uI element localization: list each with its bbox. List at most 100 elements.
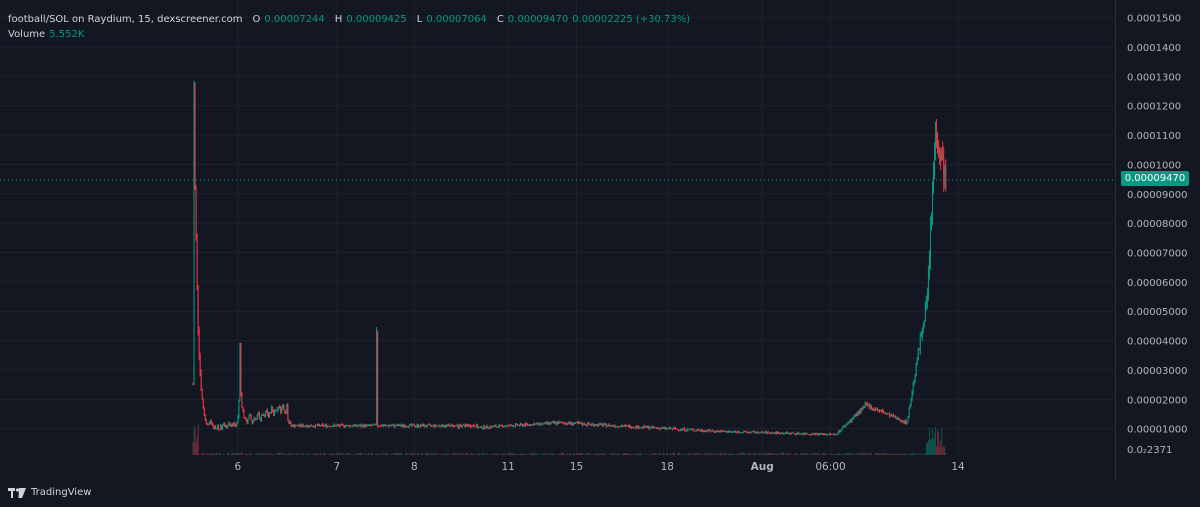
volume-bar xyxy=(591,453,593,455)
candle-body xyxy=(502,425,504,428)
candle-body xyxy=(834,433,836,435)
candle-body xyxy=(204,414,206,420)
volume-bar xyxy=(585,452,587,455)
volume-bar xyxy=(623,453,624,455)
candle-body xyxy=(769,432,771,434)
volume-bar xyxy=(689,453,691,455)
candle-body xyxy=(492,426,494,427)
volume-bar xyxy=(814,452,816,455)
volume-bar xyxy=(628,453,630,455)
volume-bar xyxy=(500,454,502,455)
axis-divider xyxy=(1115,0,1116,480)
candle-body xyxy=(441,424,443,427)
volume-bar xyxy=(567,454,569,455)
volume-bar xyxy=(842,454,844,455)
volume-bar xyxy=(768,453,770,455)
volume-bar xyxy=(430,453,432,455)
volume-bar xyxy=(941,428,943,455)
volume-bar xyxy=(835,454,837,455)
candle-body xyxy=(469,425,470,427)
volume-bar xyxy=(614,453,616,455)
volume-bar xyxy=(531,453,533,455)
volume-bar xyxy=(724,453,725,455)
volume-bar xyxy=(399,452,401,455)
chart-grid xyxy=(0,0,1115,455)
volume-bar xyxy=(701,453,703,455)
volume-bar xyxy=(270,452,272,455)
candle-body xyxy=(434,424,436,427)
volume-bar xyxy=(720,453,722,455)
candle-body xyxy=(326,424,328,427)
candle-body xyxy=(431,425,433,427)
candle-body xyxy=(445,425,447,427)
volume-bar xyxy=(369,453,370,455)
volume-bar xyxy=(908,453,910,455)
candle-body xyxy=(673,428,674,430)
volume-bar xyxy=(638,453,640,455)
price-axis[interactable]: 0.0001500 0.0001400 0.0001300 0.0001200 0.00… xyxy=(1127,14,1187,456)
candle-body xyxy=(548,422,550,424)
volume-bar xyxy=(894,454,896,455)
volume-bar xyxy=(923,453,925,455)
candle-body xyxy=(222,425,224,430)
candle-body xyxy=(876,408,877,410)
candle-body xyxy=(428,424,430,426)
volume-bar xyxy=(460,453,462,455)
candle-body xyxy=(776,432,777,434)
volume-bar xyxy=(659,452,661,455)
candle-body xyxy=(731,431,733,433)
candle-body xyxy=(400,425,402,427)
candle-body xyxy=(362,424,364,427)
volume-bar xyxy=(786,452,788,455)
volume-bar xyxy=(706,453,708,455)
tradingview-logo[interactable]: TradingView xyxy=(8,487,91,498)
volume-bar xyxy=(458,454,460,455)
candle-body xyxy=(859,410,861,413)
candle-body xyxy=(790,432,792,435)
change-value: 0.00002225 (+30.73%) xyxy=(572,14,691,25)
volume-bar xyxy=(737,453,739,455)
volume-bar xyxy=(246,454,248,455)
volume-bar xyxy=(339,453,341,455)
candle-body xyxy=(869,405,871,409)
candle-body xyxy=(732,431,734,433)
candle-body xyxy=(539,422,541,425)
time-axis[interactable]: 6 7 8 11 15 18 Aug 06:00 14 xyxy=(235,461,965,473)
candle-body xyxy=(660,428,662,429)
candle-body xyxy=(881,410,882,412)
volume-bar xyxy=(618,454,620,455)
volume-bar xyxy=(714,454,716,455)
candle-body xyxy=(927,294,928,302)
volume-bar xyxy=(199,454,201,455)
candle-body xyxy=(793,432,795,434)
volume-bar xyxy=(854,454,856,455)
volume-bar xyxy=(532,452,534,455)
candle-body xyxy=(659,428,661,430)
candle-body xyxy=(613,425,615,427)
candle-body xyxy=(260,415,262,421)
candle-body xyxy=(224,422,226,427)
candle-body xyxy=(472,425,473,427)
candle-body xyxy=(259,418,261,421)
candle-body xyxy=(470,425,471,427)
volume-bar xyxy=(809,454,811,455)
x-tick-label: Aug xyxy=(751,461,774,473)
candle-body xyxy=(806,433,808,435)
volume-bar xyxy=(200,454,202,455)
volume-bar xyxy=(372,452,374,455)
volume-bar xyxy=(580,452,582,455)
candle-body xyxy=(325,424,327,426)
volume-bar xyxy=(892,454,894,455)
volume-bar xyxy=(577,453,579,455)
candle-body xyxy=(214,426,215,429)
volume-bar xyxy=(754,453,756,455)
volume-bar xyxy=(208,453,210,455)
candle-body xyxy=(807,434,809,435)
candle-body xyxy=(842,426,844,429)
volume-bar xyxy=(558,454,560,455)
candle-body xyxy=(333,424,335,427)
candle-body xyxy=(836,434,838,436)
candle-body xyxy=(280,406,282,413)
open-key: O xyxy=(252,14,261,25)
